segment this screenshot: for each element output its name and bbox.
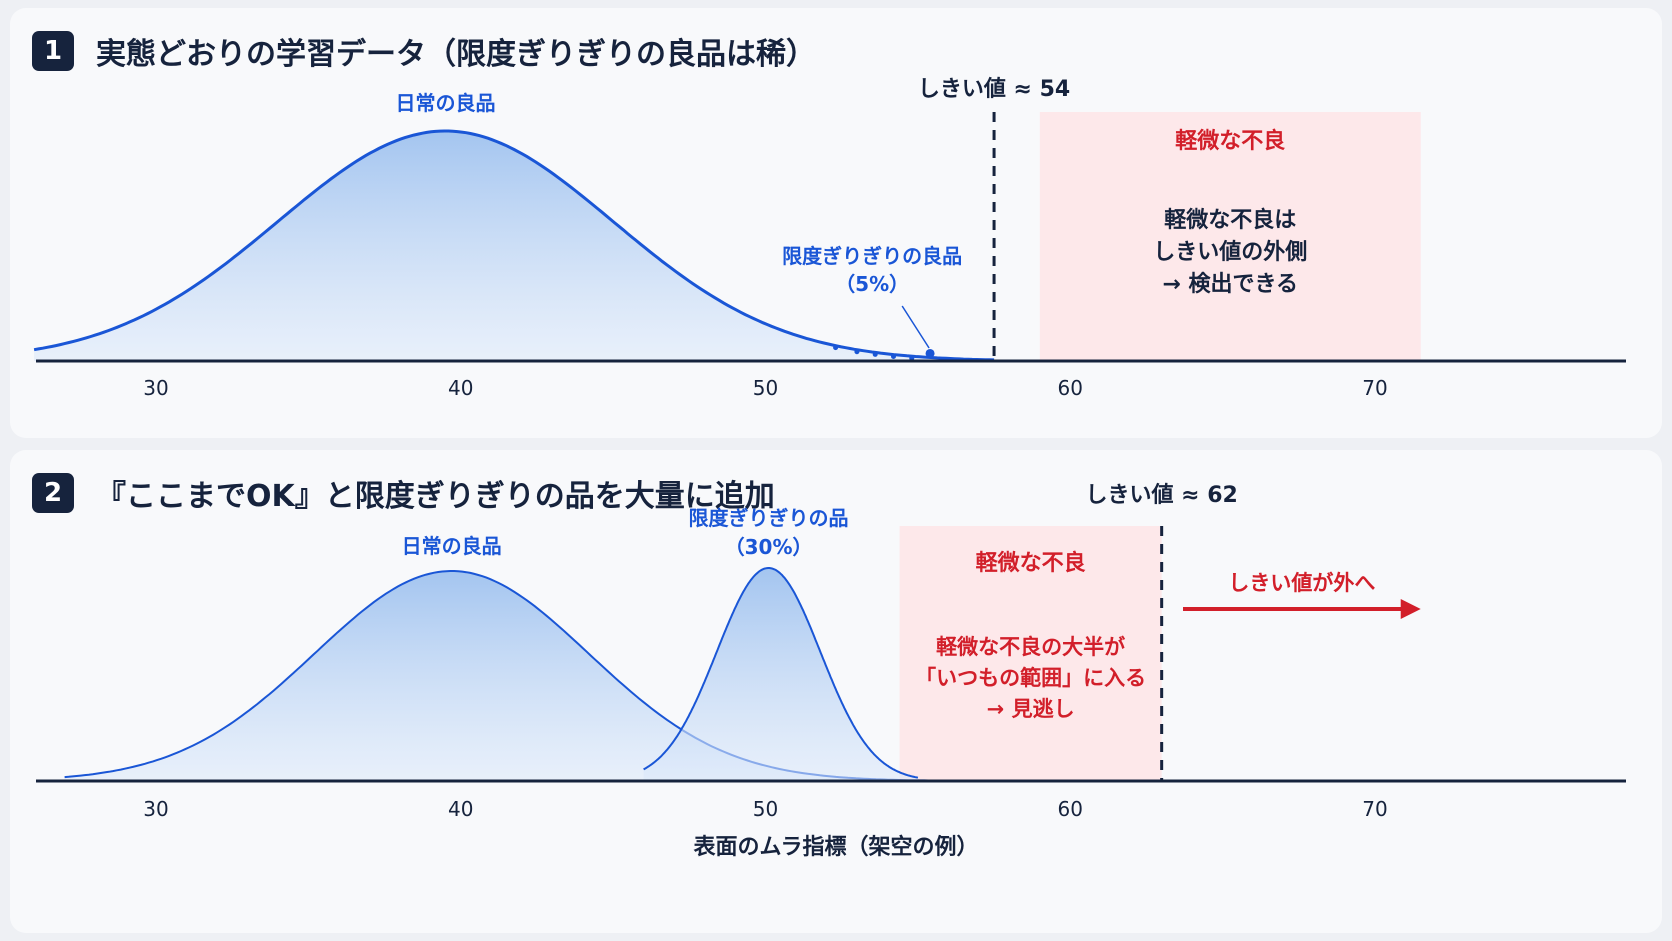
series-label-normal-goods: 日常の良品: [402, 534, 502, 558]
defect-region-box: [899, 526, 1162, 781]
panel-1: 1 実態どおりの学習データ（限度ぎりぎりの良品は稀） 日常の良品軽微な不良軽微な…: [10, 8, 1662, 438]
panel-2-title: 『ここまでOK』と限度ぎりぎりの品を大量に追加: [96, 479, 775, 514]
panel-2: 2 『ここまでOK』と限度ぎりぎりの品を大量に追加 軽微な不良軽微な不良の大半が…: [10, 450, 1662, 933]
defect-region-note-line: 軽微な不良は: [1164, 207, 1296, 233]
threshold-shift-label: しきい値が外へ: [1228, 571, 1375, 595]
series-label-borderline: 限度ぎりぎりの品: [689, 506, 849, 530]
x-tick-label-50: 50: [753, 376, 778, 400]
threshold-shift-arrowhead: [1400, 599, 1421, 619]
series-label-normal-goods: 日常の良品: [396, 91, 496, 115]
annotation-borderline-label: 限度ぎりぎりの良品: [782, 244, 962, 268]
x-tick-label-50: 50: [753, 797, 778, 821]
series-label-borderline-percent: （30%）: [725, 535, 813, 559]
series-line-normal-goods: [33, 129, 995, 362]
panel-1-title: 実態どおりの学習データ（限度ぎりぎりの良品は稀）: [96, 37, 816, 72]
defect-region-title: 軽微な不良: [1175, 128, 1285, 154]
threshold-label: しきい値 ≈ 62: [1085, 483, 1237, 508]
borderline-sample-point: [872, 351, 878, 357]
defect-region-note-line: → 見逃し: [987, 697, 1075, 721]
series-line-2: [643, 567, 919, 779]
defect-region-note-line: 「いつもの範囲」に入る: [915, 666, 1146, 690]
panel-2-header: 2 『ここまでOK』と限度ぎりぎりの品を大量に追加: [32, 472, 775, 514]
defect-region-title: 軽微な不良: [976, 550, 1086, 576]
annotation-leader-line: [901, 305, 930, 349]
x-tick-label-60: 60: [1058, 376, 1083, 400]
x-tick-label-40: 40: [448, 797, 473, 821]
x-tick-label-60: 60: [1058, 797, 1083, 821]
panel-1-header: 1 実態どおりの学習データ（限度ぎりぎりの良品は稀）: [32, 30, 816, 72]
borderline-sample-point: [925, 348, 935, 358]
defect-region-note-line: 軽微な不良の大半が: [936, 635, 1125, 659]
defect-region-note-line: → 検出できる: [1162, 272, 1298, 297]
x-axis-label: 表面のムラ指標（架空の例）: [694, 834, 979, 860]
annotation-borderline-label: （5%）: [835, 272, 909, 296]
borderline-sample-point: [833, 345, 839, 351]
defect-region-box: [1039, 112, 1421, 361]
borderline-sample-point: [890, 354, 896, 360]
series-area-1: [64, 571, 949, 781]
panel-1-number-badge: 1: [32, 31, 74, 71]
x-tick-label-70: 70: [1362, 797, 1387, 821]
series-area-2: [643, 568, 918, 781]
x-tick-label-40: 40: [448, 376, 473, 400]
defect-region-note-line: しきい値の外側: [1153, 239, 1307, 265]
threshold-label: しきい値 ≈ 54: [918, 77, 1070, 102]
series-area-normal-goods: [34, 131, 995, 361]
x-tick-label-70: 70: [1362, 376, 1387, 400]
x-tick-label-30: 30: [143, 797, 168, 821]
panel-2-number-badge: 2: [32, 473, 74, 513]
borderline-sample-point: [909, 355, 915, 361]
borderline-sample-point: [854, 349, 860, 355]
x-tick-label-30: 30: [143, 376, 168, 400]
